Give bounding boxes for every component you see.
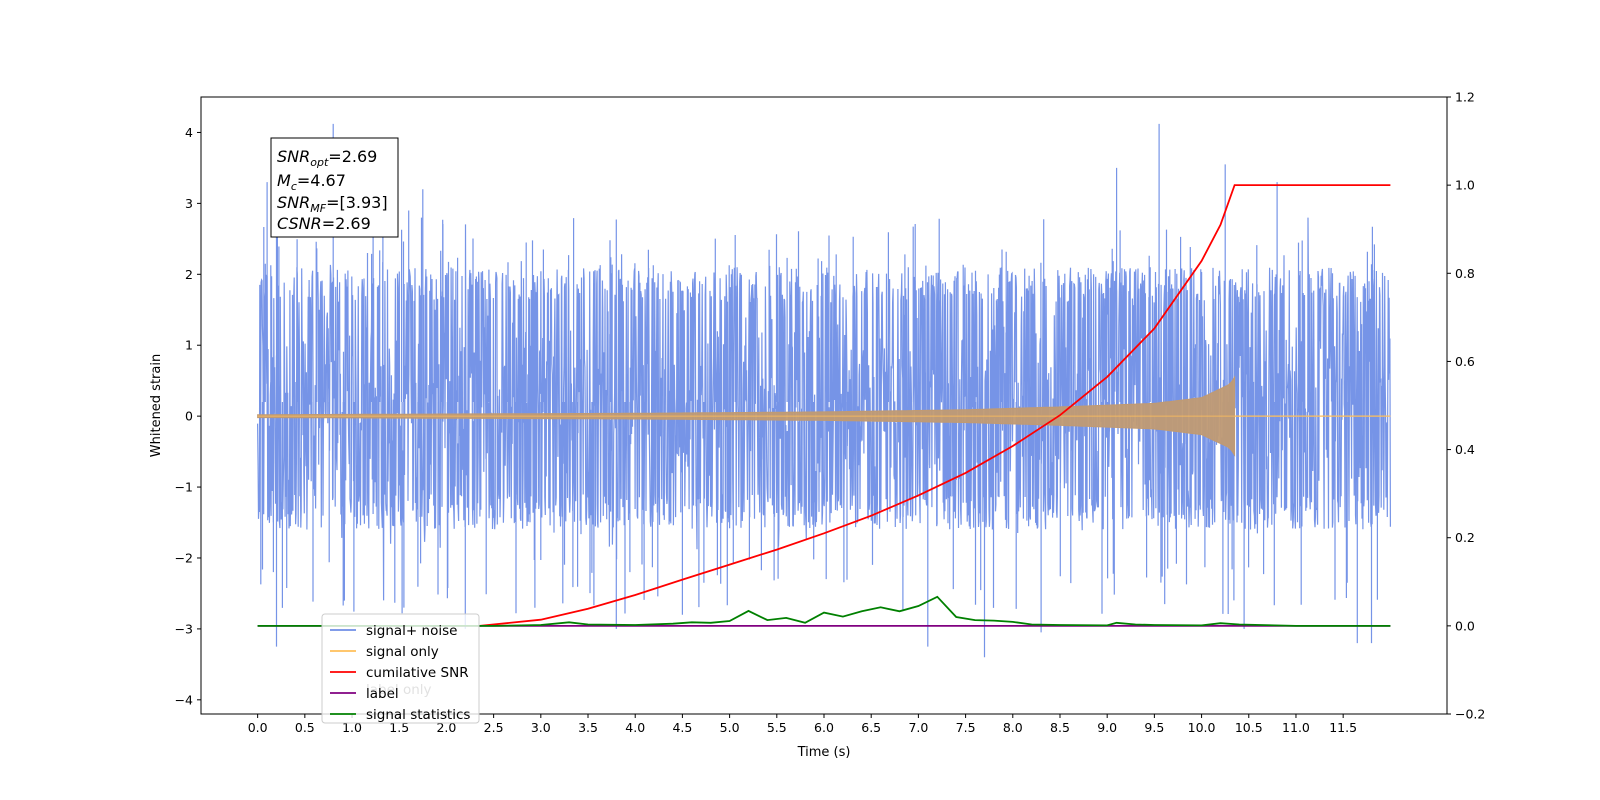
y-left-tick-label: 0 — [185, 409, 193, 424]
x-tick-label: 4.5 — [672, 720, 692, 735]
x-tick-label: 5.0 — [720, 720, 740, 735]
y-right-tick-label: 1.2 — [1455, 90, 1475, 105]
legend-frame — [321, 613, 480, 724]
x-tick-label: 9.0 — [1097, 720, 1117, 735]
y-right-tick-label: 0.0 — [1455, 618, 1475, 633]
y-right-tick-label: 0.2 — [1455, 530, 1475, 545]
y-axis-left: 4 3 2 1 0 −1 −2 −3 −4 — [175, 125, 201, 707]
y-right-tick-label: 0.4 — [1455, 442, 1475, 457]
line-cumilative-snr — [479, 184, 1391, 627]
legend-hidden-entry: label only — [366, 682, 432, 698]
noise-trace — [257, 123, 1391, 658]
series-signal-statistics — [257, 595, 1391, 627]
legend-label: label — [366, 686, 399, 702]
y-right-tick-label: 0.8 — [1455, 266, 1475, 281]
legend: label only signal+ noise signal only cumil… — [321, 613, 480, 724]
annotation-csnr: CSNR=2.69 — [277, 214, 371, 233]
annotation-frame — [270, 137, 399, 238]
x-tick-label: 8.0 — [1003, 720, 1023, 735]
y-left-tick-label: 4 — [185, 125, 193, 140]
y-left-tick-label: −2 — [175, 550, 193, 565]
x-tick-label: 11.0 — [1282, 720, 1310, 735]
x-tick-label: 2.0 — [436, 720, 456, 735]
x-tick-label: 10.0 — [1188, 720, 1216, 735]
x-tick-label: 10.5 — [1235, 720, 1263, 735]
legend-label: signal statistics — [366, 707, 470, 723]
x-tick-label: 2.5 — [484, 720, 504, 735]
x-tick-label: 5.5 — [767, 720, 787, 735]
series-signal-only — [257, 375, 1391, 457]
x-tick-label: 7.5 — [956, 720, 976, 735]
annotation-snr-opt: SNRopt=2.69 — [277, 147, 377, 169]
line-signal-statistics — [257, 595, 1391, 627]
y-right-tick-label: 1.0 — [1455, 178, 1475, 193]
x-tick-label: 4.0 — [625, 720, 645, 735]
y-right-tick-label: 0.6 — [1455, 354, 1475, 369]
x-tick-label: 0.5 — [295, 720, 315, 735]
x-tick-label: 1.0 — [342, 720, 362, 735]
y-left-tick-label: 1 — [185, 338, 193, 353]
x-tick-label: 0.0 — [248, 720, 268, 735]
y-left-tick-label: −3 — [175, 621, 193, 636]
x-tick-label: 9.5 — [1144, 720, 1164, 735]
x-tick-label: 3.5 — [578, 720, 598, 735]
x-axis-label: Time (s) — [797, 745, 851, 760]
y-axis-right: 1.2 1.0 0.8 0.6 0.4 0.2 0.0 −0.2 — [1447, 90, 1485, 722]
annotation-snr-mf: SNRMF=[3.93] — [277, 193, 388, 215]
legend-label: cumilative SNR — [366, 665, 469, 681]
y-left-tick-label: 2 — [185, 267, 193, 282]
x-axis: 0.0 0.5 1.0 1.5 2.0 2.5 3.0 3.5 4.0 4.5 5.0 5.5 6.0 6… — [248, 714, 1357, 735]
legend-label: signal+ noise — [366, 623, 457, 639]
annotation-chirp-mass: Mc=4.67 — [277, 171, 346, 193]
y-left-tick-label: 3 — [185, 196, 193, 211]
y-axis-label: Whitened strain — [149, 354, 164, 457]
x-tick-label: 8.5 — [1050, 720, 1070, 735]
x-tick-label: 3.0 — [531, 720, 551, 735]
series-signal-plus-noise — [257, 123, 1391, 658]
legend-label: signal only — [366, 644, 439, 660]
x-tick-label: 6.5 — [861, 720, 881, 735]
y-left-tick-label: −4 — [175, 692, 193, 707]
x-tick-label: 6.0 — [814, 720, 834, 735]
y-left-tick-label: −1 — [175, 480, 193, 495]
series-cumulative-snr — [479, 184, 1391, 627]
x-tick-label: 7.0 — [908, 720, 928, 735]
x-tick-label: 11.5 — [1329, 720, 1357, 735]
x-tick-label: 1.5 — [389, 720, 409, 735]
stats-annotation-box: SNRopt=2.69 Mc=4.67 SNRMF=[3.93] CSNR=2.… — [270, 137, 399, 238]
y-right-tick-label: −0.2 — [1455, 707, 1485, 722]
